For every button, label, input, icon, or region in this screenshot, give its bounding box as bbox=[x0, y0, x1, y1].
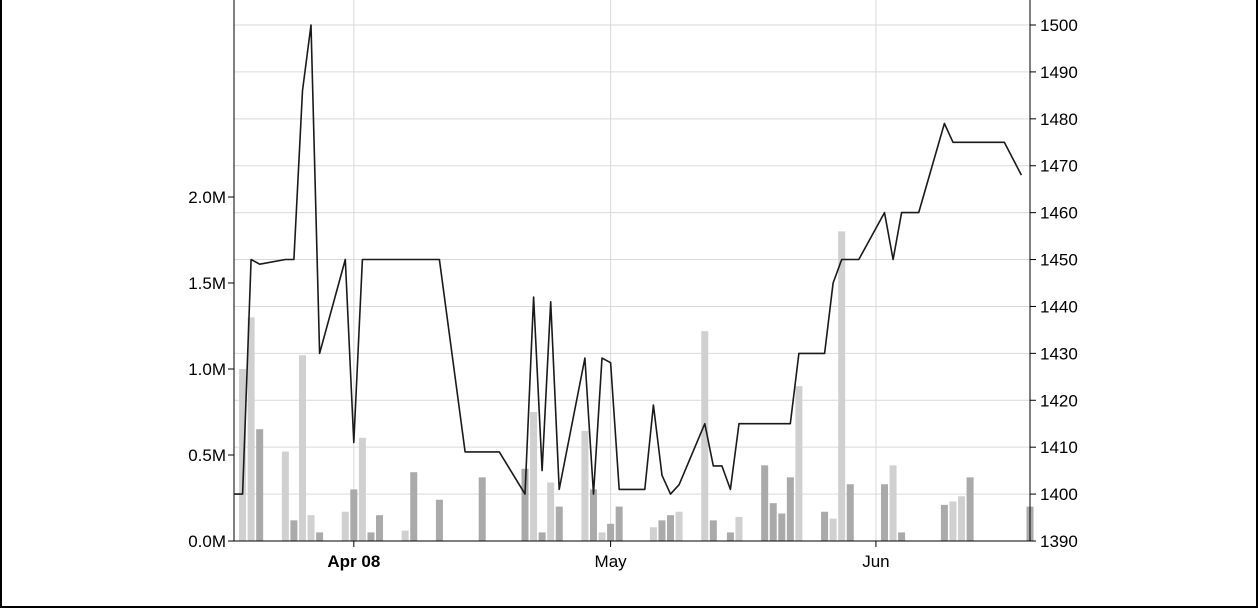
price-tick-label: 1410 bbox=[1040, 438, 1078, 457]
volume-bar bbox=[401, 530, 409, 541]
volume-bar bbox=[675, 511, 683, 541]
volume-bar bbox=[838, 231, 846, 541]
volume-bar bbox=[435, 499, 443, 541]
date-tick-label: Apr 08 bbox=[327, 552, 380, 571]
date-tick-label: May bbox=[595, 552, 628, 571]
volume-bar bbox=[701, 331, 709, 541]
volume-bar bbox=[589, 489, 597, 541]
price-line-layer bbox=[233, 24, 1023, 495]
price-tick-label: 1450 bbox=[1040, 251, 1078, 270]
volume-bar bbox=[658, 520, 666, 541]
volume-bar bbox=[298, 355, 306, 541]
volume-bar bbox=[478, 477, 486, 541]
volume-bar bbox=[829, 518, 837, 541]
volume-bar bbox=[607, 523, 615, 541]
volume-bar bbox=[761, 465, 769, 541]
price-tick-label: 1430 bbox=[1040, 344, 1078, 363]
volume-bar bbox=[940, 504, 948, 541]
volume-tick-label: 0.5M bbox=[188, 446, 226, 465]
volume-bar bbox=[769, 503, 777, 541]
volume-bar bbox=[880, 484, 888, 541]
volume-bar bbox=[726, 532, 734, 541]
volume-bar bbox=[898, 532, 906, 541]
volume-bar bbox=[795, 386, 803, 541]
volume-bar bbox=[778, 513, 786, 541]
price-tick-label: 1400 bbox=[1040, 485, 1078, 504]
volume-bar bbox=[281, 451, 289, 541]
volume-bars bbox=[239, 231, 1034, 541]
volume-bar bbox=[316, 532, 324, 541]
volume-bar bbox=[649, 527, 657, 541]
volume-bar bbox=[889, 465, 897, 541]
price-tick-label: 1460 bbox=[1040, 204, 1078, 223]
volume-bar bbox=[846, 484, 854, 541]
volume-bar bbox=[239, 369, 247, 541]
volume-bar bbox=[350, 489, 358, 541]
price-tick-label: 1490 bbox=[1040, 63, 1078, 82]
price-tick-label: 1500 bbox=[1040, 16, 1078, 35]
volume-bar bbox=[367, 532, 375, 541]
volume-bar bbox=[530, 412, 538, 541]
volume-bar bbox=[341, 511, 349, 541]
volume-bar bbox=[958, 496, 966, 541]
volume-bar bbox=[966, 477, 974, 541]
volume-bar bbox=[307, 515, 315, 541]
volume-tick-label: 1.0M bbox=[188, 360, 226, 379]
volume-tick-label: 0.0M bbox=[188, 532, 226, 551]
price-tick-label: 1390 bbox=[1040, 532, 1078, 551]
date-tick-label: Jun bbox=[862, 552, 889, 571]
volume-tick-label: 1.5M bbox=[188, 274, 226, 293]
volume-bar bbox=[598, 532, 606, 541]
price-tick-label: 1480 bbox=[1040, 110, 1078, 129]
volume-bar bbox=[735, 516, 743, 541]
tick-labels: 1390 1400 1410 1420 1430 1440 1450 1460 1470 1480… bbox=[188, 16, 1078, 571]
price-tick-label: 1470 bbox=[1040, 157, 1078, 176]
volume-bar bbox=[555, 506, 563, 541]
axis-layer bbox=[228, 0, 1036, 547]
volume-bar bbox=[667, 515, 675, 541]
volume-bar bbox=[538, 532, 546, 541]
price-tick-label: 1420 bbox=[1040, 391, 1078, 410]
volume-tick-label: 2.0M bbox=[188, 188, 226, 207]
volume-bar bbox=[376, 515, 384, 541]
price-line bbox=[234, 24, 1023, 495]
volume-bar bbox=[247, 317, 255, 541]
volume-bar bbox=[290, 520, 298, 541]
volume-bar bbox=[786, 477, 794, 541]
volume-bar bbox=[358, 437, 366, 541]
volume-bar bbox=[256, 429, 264, 541]
volume-bar bbox=[709, 520, 717, 541]
volume-bar bbox=[615, 506, 623, 541]
volume-bar bbox=[821, 511, 829, 541]
volume-bar bbox=[521, 468, 529, 541]
volume-bar bbox=[547, 482, 555, 541]
volume-bar bbox=[949, 501, 957, 541]
volume-bar bbox=[410, 472, 418, 541]
volume-bar bbox=[581, 430, 589, 541]
price-tick-label: 1440 bbox=[1040, 297, 1078, 316]
